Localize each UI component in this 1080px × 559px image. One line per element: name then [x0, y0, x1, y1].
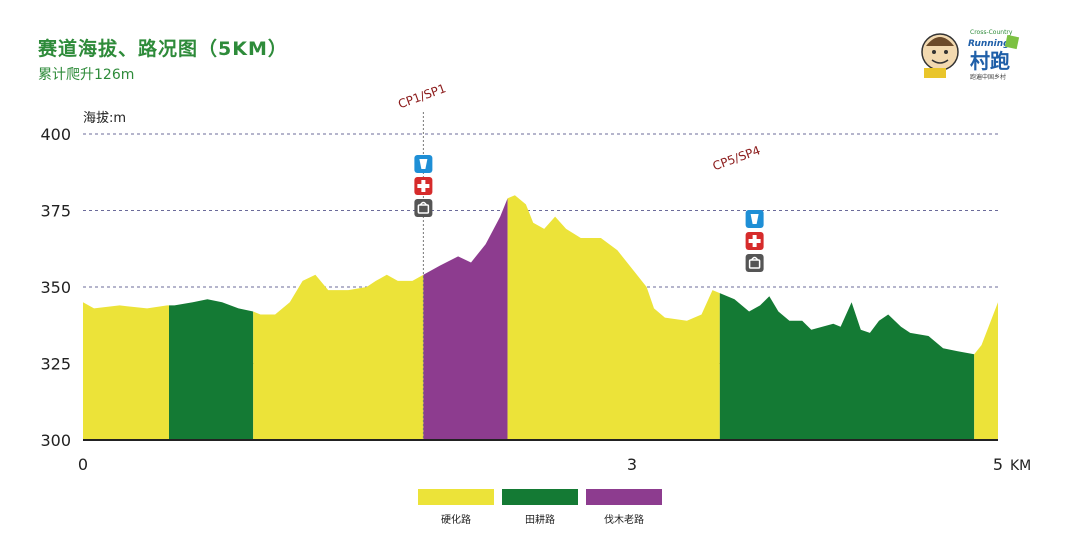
elevation-area — [83, 195, 998, 440]
checkpoint-cp5-sp4: CP5/SP4 — [711, 143, 764, 272]
segment-hard-road — [974, 302, 998, 440]
y-tick-label: 350 — [40, 278, 71, 297]
logo-text-top: Cross-Country — [970, 29, 1013, 36]
checkpoint-label: CP1/SP1 — [396, 81, 448, 111]
y-tick-label: 375 — [40, 202, 71, 221]
x-tick-label: 0 — [78, 455, 88, 474]
axes: 300 325 350 375 400 0 3 5 KM 海拔:m — [40, 111, 1031, 474]
segment-logging-road — [423, 198, 508, 440]
logo-text-sub: 跑遍中国乡村 — [970, 73, 1006, 81]
logo-text-main: 村跑 — [970, 49, 1010, 73]
logo-text-mid: Running — [968, 39, 1010, 49]
legend: 硬化路 田耕路 伐木老路 — [418, 489, 662, 526]
y-tick-label: 400 — [40, 125, 71, 144]
legend-swatch-field-road — [502, 489, 578, 505]
legend-swatch-hard-road — [418, 489, 494, 505]
cross-country-running-logo: Cross-Country Running 村跑 跑遍中国乡村 — [921, 29, 1020, 81]
legend-label: 硬化路 — [441, 515, 471, 526]
legend-item-hard-road: 硬化路 — [418, 489, 494, 526]
storage-icon — [745, 254, 764, 272]
segment-hard-road — [253, 274, 424, 440]
y-tick-label: 300 — [40, 431, 71, 450]
segment-field-road — [169, 299, 254, 440]
y-tick-label: 325 — [40, 355, 71, 374]
water-icon — [745, 210, 764, 228]
storage-icon — [414, 199, 433, 217]
medical-cross-icon — [414, 177, 433, 195]
medical-cross-icon — [745, 232, 764, 250]
legend-item-field-road: 田耕路 — [502, 489, 578, 526]
segment-hard-road — [83, 302, 170, 440]
x-tick-label: 3 — [627, 455, 637, 474]
legend-label: 伐木老路 — [604, 515, 644, 526]
checkpoint-label: CP5/SP4 — [711, 143, 763, 173]
chart-title: 赛道海拔、路况图（5KM） — [38, 38, 288, 60]
segment-field-road — [719, 293, 975, 440]
x-axis-unit: KM — [1010, 458, 1031, 474]
x-tick-label: 5 — [993, 455, 1003, 474]
y-axis-label: 海拔:m — [83, 111, 126, 126]
segment-hard-road — [507, 195, 720, 440]
legend-item-logging-road: 伐木老路 — [586, 489, 662, 526]
chart-subtitle: 累计爬升126m — [38, 67, 135, 83]
legend-swatch-logging-road — [586, 489, 662, 505]
legend-label: 田耕路 — [525, 515, 555, 526]
water-icon — [414, 155, 433, 173]
